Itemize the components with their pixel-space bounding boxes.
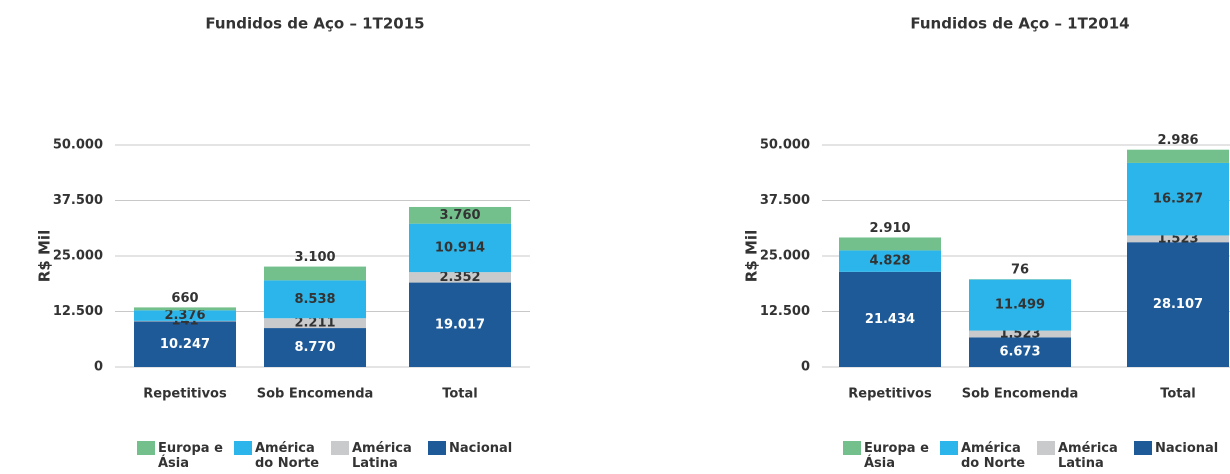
data-label: 6.673 [999,345,1040,360]
data-label: 11.499 [995,298,1045,313]
data-label: 19.017 [435,317,485,332]
y-tick-label: 50.000 [53,138,103,153]
bar-segment [134,321,236,367]
data-label: 4.828 [869,254,910,269]
bar-segment [969,337,1071,367]
y-tick-label: 12.500 [53,304,103,319]
y-axis-label: R$ Mil [36,230,54,282]
legend-item: América Latina [331,441,420,471]
y-axis-label: R$ Mil [743,230,761,282]
bar-segment [264,318,366,329]
data-label: 3.100 [294,250,335,265]
bar-segment [839,237,941,251]
legend-item: Nacional [1134,441,1223,456]
legend-label: Nacional [1155,441,1219,456]
data-label: 8.538 [294,292,335,307]
data-label: 10.247 [160,337,210,352]
legend-item: América Latina [1037,441,1126,471]
bar-segment [1127,162,1229,236]
legend-label: América do Norte [961,441,1026,471]
chart-title: Fundidos de Aço – 1T2015 [205,15,424,33]
x-tick-label: Total [442,387,478,402]
y-tick-label: 25.000 [760,249,810,264]
legend-item: América do Norte [940,441,1029,471]
legend-swatch [137,441,155,455]
bar-segment [264,280,366,319]
data-label: 2.376 [164,308,205,323]
legend-item: América do Norte [234,441,323,471]
legend-swatch [331,441,349,455]
bar-segment [134,320,236,322]
data-label: 2.910 [869,221,910,236]
legend-label: Europa e Ásia [864,441,929,471]
bar-segment [409,282,511,367]
bar-segment [409,272,511,283]
bar-segment [409,206,511,224]
data-label: 3.760 [439,208,480,223]
y-tick-label: 37.500 [53,193,103,208]
data-label: 10.914 [435,240,485,255]
data-label: 660 [171,291,198,306]
y-tick-label: 25.000 [53,249,103,264]
y-tick-label: 12.500 [760,304,810,319]
bar-segment [264,266,366,281]
data-label: 2.352 [439,270,480,285]
bar-segment [1127,149,1229,163]
x-tick-label: Repetitivos [143,387,227,402]
x-tick-label: Sob Encomenda [257,387,374,402]
legend-label: Europa e Ásia [158,441,223,471]
legend-swatch [940,441,958,455]
bar-segment [969,330,1071,338]
data-label: 21.434 [865,312,915,327]
legend-label: América Latina [1058,441,1118,471]
x-tick-label: Total [1160,387,1196,402]
bar-segment [839,271,941,367]
chart-title: Fundidos de Aço – 1T2014 [910,15,1129,33]
y-tick-label: 0 [94,360,103,375]
data-label: 76 [1011,263,1029,278]
bar-segment [409,223,511,273]
legend-label: América Latina [352,441,412,471]
legend-item: Europa e Ásia [843,441,932,471]
legend-label: Nacional [449,441,513,456]
data-label: 8.770 [294,340,335,355]
bar-segment [969,279,1071,331]
y-tick-label: 0 [801,360,810,375]
bar-segment [134,307,236,311]
legend-swatch [428,441,446,455]
bar-segment [134,310,236,321]
legend-swatch [843,441,861,455]
legend-item: Europa e Ásia [137,441,226,471]
legend-label: América do Norte [255,441,320,471]
bar-segment [264,328,366,367]
bar-segment [839,250,941,272]
legend-swatch [234,441,252,455]
legend-item: Nacional [428,441,517,456]
bar-segment [1127,242,1229,367]
data-label: 2.211 [294,316,335,331]
x-tick-label: Sob Encomenda [962,387,1079,402]
data-label: 2.986 [1157,133,1198,148]
x-tick-label: Repetitivos [848,387,932,402]
data-label: 28.107 [1153,297,1203,312]
data-label: 16.327 [1153,192,1203,207]
bar-segment [1127,235,1229,243]
y-tick-label: 50.000 [760,138,810,153]
y-tick-label: 37.500 [760,193,810,208]
legend-swatch [1134,441,1152,455]
legend-swatch [1037,441,1055,455]
